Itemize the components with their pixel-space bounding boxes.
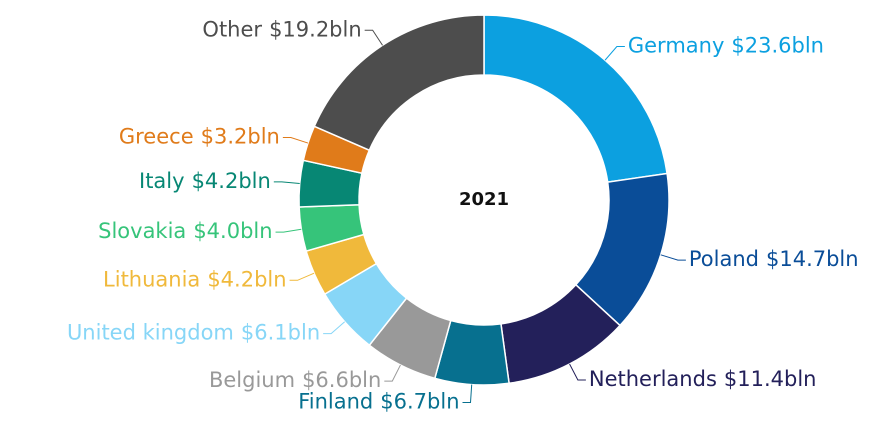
category-label: Italy [139, 169, 185, 193]
category-label: Germany [628, 34, 725, 58]
category-label: Greece [119, 125, 194, 149]
slice-label: Other $19.2bln [202, 17, 361, 41]
category-label: United kingdom [67, 321, 234, 345]
value-label: $4.2bln [207, 267, 286, 291]
leader-line [273, 181, 300, 185]
category-label: Slovakia [98, 219, 186, 243]
chart-title: 2021 [459, 189, 509, 210]
slice-label: Netherlands $11.4bln [589, 367, 817, 391]
slice-label: Lithuania $4.2bln [103, 267, 287, 291]
leader-line [462, 384, 473, 404]
value-label: $4.0bln [193, 219, 272, 243]
value-label: $4.2bln [192, 169, 271, 193]
slice-label: Finland $6.7bln [298, 390, 459, 414]
slice-label: Slovakia $4.0bln [98, 219, 272, 243]
leader-line [275, 228, 302, 233]
value-label: $6.1bln [241, 321, 320, 345]
value-label: $3.2bln [201, 125, 280, 149]
value-label: $6.6bln [302, 368, 381, 392]
leader-line [323, 321, 346, 335]
leader-line [604, 46, 625, 61]
leader-line [569, 363, 586, 381]
category-label: Poland [689, 247, 759, 271]
slice-label: United kingdom $6.1bln [67, 321, 320, 345]
value-label: $11.4bln [724, 367, 817, 391]
category-label: Netherlands [589, 367, 717, 391]
value-label: $14.7bln [766, 247, 859, 271]
slice-label: Germany $23.6bln [628, 34, 824, 58]
value-label: $19.2bln [269, 17, 362, 41]
leader-line [384, 364, 401, 382]
leader-line [660, 254, 686, 261]
slice-label: Italy $4.2bln [139, 169, 271, 193]
slice-label: Belgium $6.6bln [209, 368, 381, 392]
category-label: Finland [298, 390, 373, 414]
value-label: $23.6bln [731, 34, 824, 58]
donut-slice [313, 14, 485, 152]
category-label: Other [202, 17, 262, 41]
leader-line [282, 137, 309, 144]
leader-line [289, 272, 315, 281]
slice-label: Poland $14.7bln [689, 247, 859, 271]
slice-label: Greece $3.2bln [119, 125, 280, 149]
value-label: $6.7bln [380, 390, 459, 414]
category-label: Lithuania [103, 267, 200, 291]
category-label: Belgium [209, 368, 295, 392]
leader-line [364, 29, 383, 46]
